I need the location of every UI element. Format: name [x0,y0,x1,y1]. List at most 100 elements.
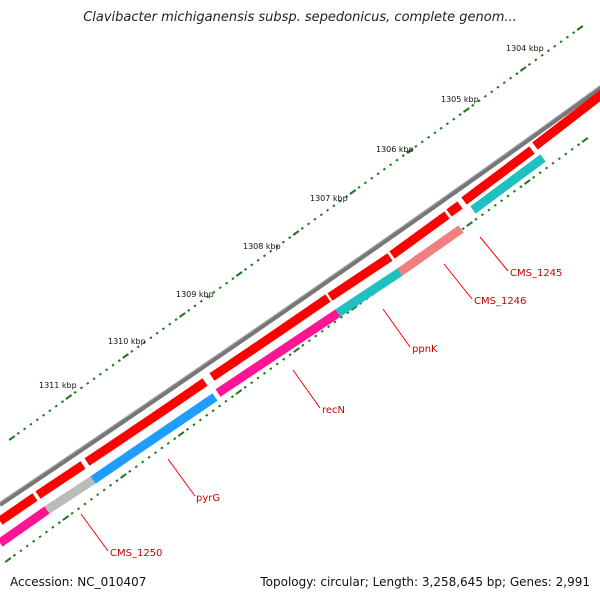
major-tick [62,515,70,521]
minor-tick [168,322,172,326]
minor-tick [339,315,343,319]
forward-gene-segment[interactable] [389,211,450,259]
reverse-gene-CMS_1245[interactable] [470,154,546,214]
minor-tick [206,295,210,299]
kbp-label: 1304 kbp [506,44,544,53]
minor-tick [395,158,399,162]
reverse-gene-blue[interactable] [90,393,218,484]
major-tick [576,25,584,31]
minor-tick [134,465,138,469]
minor-tick [198,418,202,422]
reverse-strand-track [0,154,546,547]
minor-tick [427,135,431,139]
forward-gene-segment[interactable] [327,253,393,301]
gene-label-CMS_1250[interactable]: CMS_1250 [110,548,162,559]
forward-gene-segment[interactable] [35,461,86,499]
major-tick [523,179,531,185]
forward-gene-segment[interactable] [461,146,535,205]
kbp-label: 1310 kbp [108,337,146,346]
gene-label-recN[interactable]: recN [322,405,345,416]
minor-tick [433,131,437,135]
minor-tick [192,423,196,427]
callout-CMS_1245 [479,236,509,272]
minor-tick [301,343,305,347]
minor-tick [12,553,16,557]
minor-tick [115,479,119,483]
minor-tick [35,418,39,422]
minor-tick [559,40,563,44]
major-tick [8,435,16,441]
forward-gene-segment[interactable] [84,378,208,466]
reverse-gene-pink[interactable] [0,506,50,547]
minor-tick [23,427,27,431]
minor-tick [269,367,273,371]
minor-tick [83,502,87,506]
minor-tick [128,469,132,473]
minor-tick [500,199,504,203]
minor-tick [38,535,42,539]
gene-label-CMS_1246[interactable]: CMS_1246 [474,296,526,307]
minor-tick [553,44,557,48]
major-tick [119,473,127,479]
minor-tick [344,195,349,199]
minor-tick [445,122,449,126]
minor-tick [502,81,506,85]
minor-tick [218,404,222,408]
minor-tick [42,413,46,417]
forward-gene-segment[interactable] [0,493,38,525]
minor-tick [551,161,555,165]
major-tick [65,394,73,400]
forward-gene-segment[interactable] [209,294,331,381]
minor-tick [51,525,55,529]
minor-tick [461,227,465,231]
minor-tick [141,460,145,464]
minor-tick [79,386,83,390]
major-tick [581,137,589,143]
minor-tick [346,311,350,315]
minor-tick [211,409,215,413]
minor-tick [458,113,462,117]
minor-tick [250,381,254,385]
minor-tick [70,511,74,515]
minor-tick [538,171,542,175]
minor-tick [173,437,177,441]
minor-tick [357,185,361,189]
minor-tick [564,152,568,156]
gene-label-CMS_1245[interactable]: CMS_1245 [510,268,562,279]
minor-tick [281,240,285,244]
minor-tick [275,362,279,366]
reverse-gene-grey[interactable] [44,476,96,514]
minor-tick [577,143,581,147]
forward-gene-segment[interactable] [446,201,463,217]
minor-tick [300,226,304,230]
minor-tick [218,286,222,290]
minor-tick [452,117,456,121]
scale-labels: 1304 kbp 1305 kbp 1306 kbp 1307 kbp 1308… [39,44,544,390]
reverse-gene-CMS_1246[interactable] [397,225,464,276]
reverse-gene-recN[interactable] [215,309,341,397]
minor-tick [474,217,478,221]
kbp-label: 1308 kbp [243,242,281,251]
minor-tick [487,208,491,212]
gene-label-pyrG[interactable]: pyrG [196,493,220,504]
reverse-gene-ppnK[interactable] [335,268,403,317]
minor-tick [225,281,229,285]
forward-gene-segment[interactable] [532,90,600,150]
minor-tick [370,176,374,180]
minor-tick [25,544,29,548]
minor-tick [130,349,134,353]
minor-tick [557,157,561,161]
minor-tick [519,185,523,189]
minor-tick [506,194,510,198]
minor-tick [376,172,380,176]
minor-tick [73,390,77,394]
minor-tick [572,31,576,35]
callout-ppnK [382,308,411,348]
major-tick [466,221,473,227]
minor-tick [243,267,248,271]
minor-tick [363,181,367,185]
gene-label-ppnK[interactable]: ppnK [412,344,438,355]
callout-recN [292,369,321,409]
